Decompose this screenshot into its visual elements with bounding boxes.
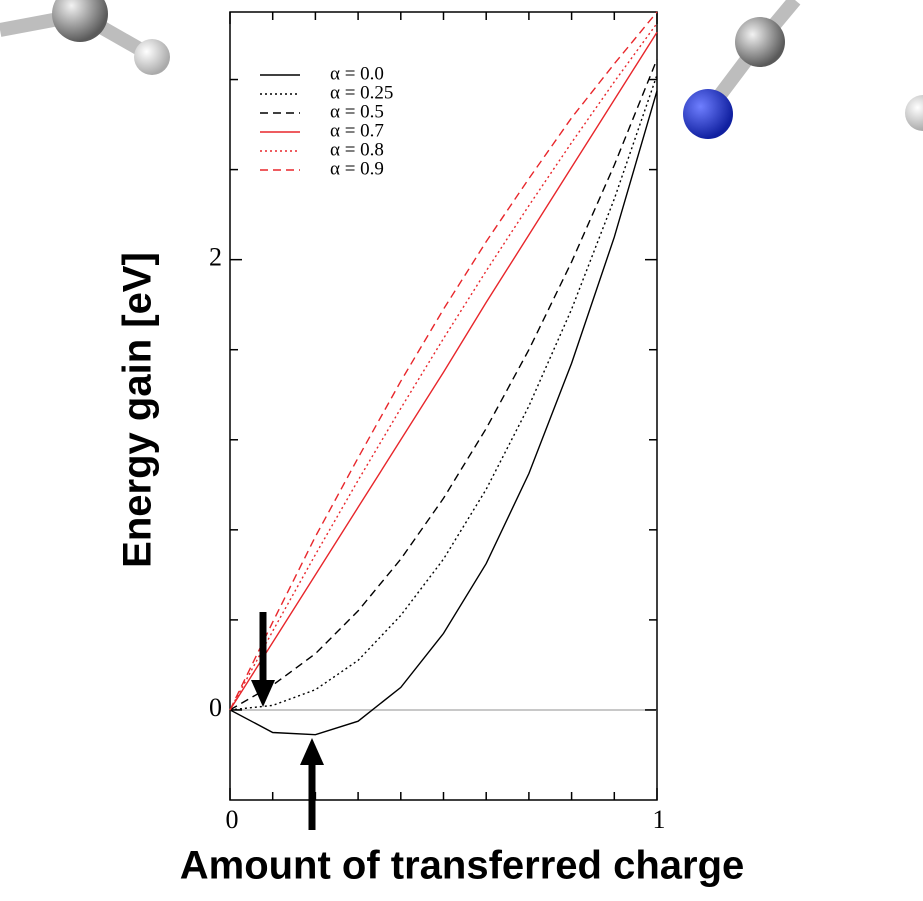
- legend-label: α = 0.8: [330, 139, 384, 160]
- slide: α = 0.0α = 0.25α = 0.5α = 0.7α = 0.8α = …: [0, 0, 923, 901]
- x-tick-label: 0: [226, 805, 239, 834]
- y-tick-label: 2: [209, 243, 222, 272]
- legend-label: α = 0.25: [330, 82, 393, 103]
- plot-frame: [230, 12, 657, 800]
- legend-label: α = 0.0: [330, 63, 384, 84]
- y-axis-label: Energy gain [eV]: [116, 252, 160, 568]
- x-axis-label: Amount of transferred charge: [180, 844, 745, 888]
- legend-label: α = 0.5: [330, 101, 384, 122]
- legend-label: α = 0.9: [330, 158, 384, 179]
- y-tick-label: 0: [209, 693, 222, 722]
- x-tick-label: 1: [653, 805, 666, 834]
- legend-label: α = 0.7: [330, 120, 384, 141]
